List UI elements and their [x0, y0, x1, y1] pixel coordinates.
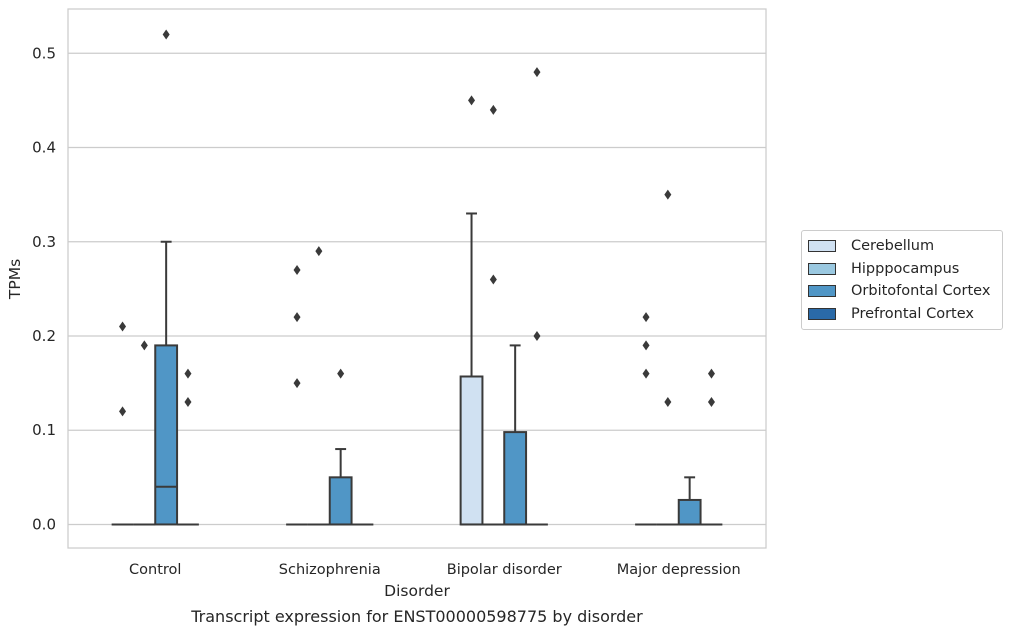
plot-frame	[67, 8, 767, 549]
legend-label: Prefrontal Cortex	[851, 306, 974, 323]
outlier-point	[642, 312, 650, 323]
box-3-2	[677, 476, 702, 526]
box-0-2	[154, 240, 179, 526]
legend-swatch	[808, 240, 836, 253]
outlier-point	[293, 265, 301, 276]
outlier-point	[337, 368, 345, 379]
outlier-point	[707, 368, 715, 379]
legend-swatch	[808, 308, 836, 321]
box-2-2	[503, 344, 528, 526]
outlier-point	[664, 396, 672, 407]
outlier-point	[184, 368, 192, 379]
chart-caption: Transcript expression for ENST0000059877…	[190, 607, 643, 626]
outlier-point	[293, 312, 301, 323]
outlier-point	[184, 396, 192, 407]
legend-item: Hipppocampus	[802, 258, 1002, 281]
iqr-box	[503, 431, 528, 526]
iqr-box	[328, 476, 353, 526]
outlier-point	[533, 67, 541, 78]
y-tick-labels: 0.0 0.1 0.2 0.3 0.4 0.5	[32, 44, 56, 533]
legend-swatch	[808, 262, 836, 275]
outlier-point	[664, 189, 672, 200]
outlier-point	[119, 321, 127, 332]
y-axis-label: TPMs	[6, 259, 24, 300]
outlier-point	[293, 378, 301, 389]
outlier-point	[315, 246, 323, 257]
legend-label: Cerebellum	[851, 238, 935, 255]
y-tick-label: 0.1	[32, 421, 56, 439]
outlier-point	[119, 406, 127, 417]
y-tick-label: 0.4	[32, 139, 56, 157]
legend-item: Cerebellum	[802, 235, 1002, 258]
outlier-point	[489, 104, 497, 115]
box-2-0	[459, 212, 484, 526]
outlier-point	[489, 274, 497, 285]
legend: Cerebellum Hipppocampus Orbitofontal Corte…	[801, 230, 1003, 331]
y-tick-label: 0.3	[32, 233, 56, 251]
outlier-point	[707, 396, 715, 407]
legend-item: Orbitofontal Cortex	[802, 280, 1002, 303]
outlier-point	[162, 29, 170, 40]
legend-swatch	[808, 285, 836, 298]
x-tick-label: Control	[129, 562, 181, 578]
box-1-2	[328, 448, 353, 526]
outlier-point	[140, 340, 148, 351]
box-marks	[111, 212, 723, 526]
iqr-box	[459, 375, 484, 526]
y-tick-label: 0.0	[32, 515, 56, 533]
x-axis-label: Disorder	[384, 582, 450, 600]
iqr-box	[154, 344, 179, 526]
outlier-point	[468, 95, 476, 106]
outlier-point	[642, 368, 650, 379]
outlier-point	[642, 340, 650, 351]
x-tick-label: Major depression	[617, 562, 741, 578]
outlier-marks	[119, 29, 715, 417]
x-tick-label: Bipolar disorder	[447, 562, 562, 578]
x-tick-labels: Control Schizophrenia Bipolar disorder Majo…	[129, 562, 741, 578]
y-tick-label: 0.5	[32, 44, 56, 62]
legend-label: Hipppocampus	[851, 260, 960, 277]
y-tick-label: 0.2	[32, 327, 56, 345]
outlier-point	[533, 330, 541, 341]
legend-item: Prefrontal Cortex	[802, 303, 1002, 326]
iqr-box	[677, 498, 702, 526]
x-tick-label: Schizophrenia	[279, 562, 381, 578]
legend-label: Orbitofontal Cortex	[851, 283, 991, 300]
